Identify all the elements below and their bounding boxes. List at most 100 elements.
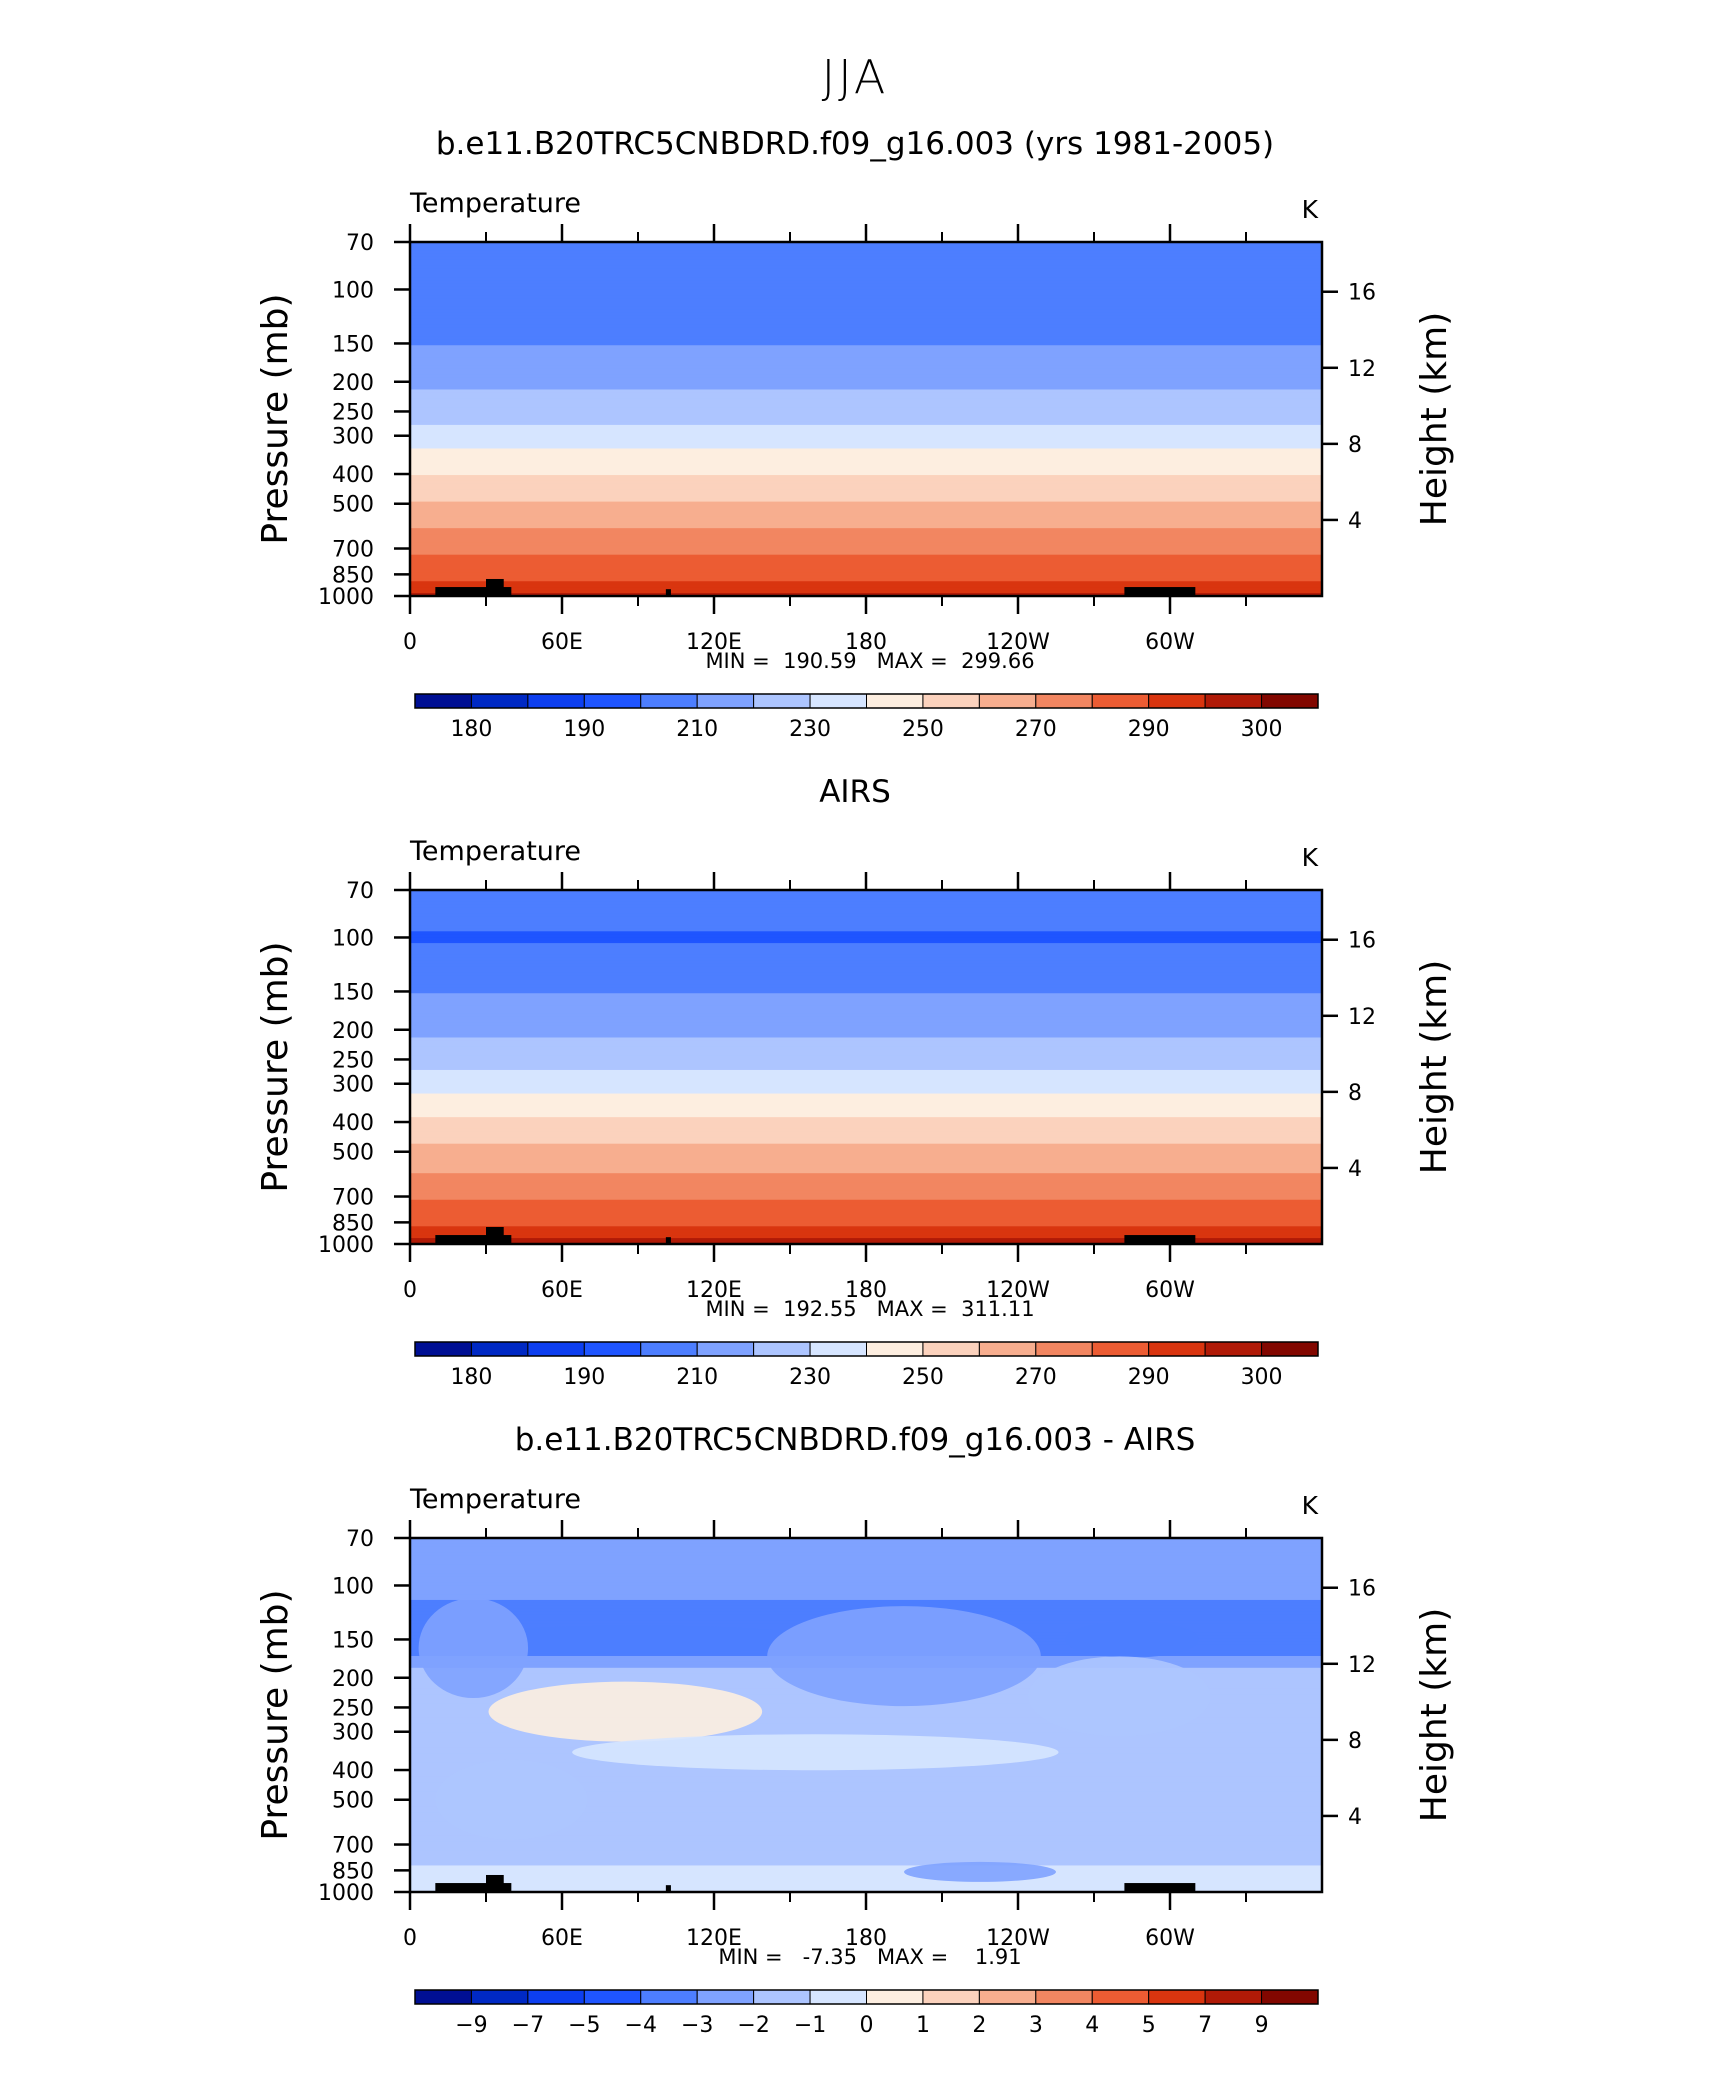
contour-band xyxy=(410,996,1322,1000)
y-tick-label: 700 xyxy=(332,538,374,563)
contour-band xyxy=(410,1055,1322,1059)
contour-band xyxy=(410,1025,1322,1030)
contour-band xyxy=(410,1791,1322,1796)
colorbar-swatch xyxy=(470,1989,529,2005)
contour-band xyxy=(410,439,1322,444)
contour-band xyxy=(410,1865,1322,1870)
contour-band xyxy=(410,324,1322,329)
contour-band xyxy=(410,1838,1322,1843)
colorbar-label: −1 xyxy=(794,2013,826,2038)
contour-band xyxy=(410,1785,1322,1790)
contour-band xyxy=(410,1161,1322,1166)
contour-band xyxy=(410,563,1322,568)
contour-band xyxy=(410,928,1322,933)
contour-band xyxy=(410,504,1322,509)
contour-band xyxy=(410,1862,1322,1867)
y-tick-label: 70 xyxy=(346,231,374,256)
variable-label: Temperature xyxy=(409,188,581,219)
contour-band xyxy=(410,1797,1322,1802)
colorbar-label: 230 xyxy=(789,717,831,742)
y-tick-label: 400 xyxy=(332,1759,374,1784)
contour-band xyxy=(410,445,1322,450)
contour-band xyxy=(410,1599,1322,1604)
topography-mask xyxy=(435,1235,512,1244)
contour-band xyxy=(410,427,1322,432)
contour-band xyxy=(410,1874,1322,1879)
contour-band xyxy=(410,1046,1322,1051)
contour-band xyxy=(410,1117,1322,1121)
colorbar-swatch xyxy=(1035,693,1093,709)
y-tick-label: 400 xyxy=(332,1111,374,1136)
colorbar-swatch xyxy=(696,693,755,709)
x-tick-label: 60W xyxy=(1145,1926,1195,1951)
contour-band xyxy=(410,312,1322,317)
contour-band xyxy=(410,1776,1322,1781)
contour-band xyxy=(410,1803,1322,1808)
contour-band xyxy=(410,1726,1322,1731)
y-tick-label: 250 xyxy=(332,400,374,425)
contour-band xyxy=(410,295,1322,299)
contour-band xyxy=(410,1774,1322,1778)
topography-mask xyxy=(486,1874,504,1892)
x-tick-label: 120W xyxy=(986,1278,1050,1303)
contour-band xyxy=(410,1871,1322,1876)
contour-band xyxy=(410,542,1322,547)
contour-band xyxy=(410,1179,1322,1183)
colorbar-label: 190 xyxy=(563,1365,605,1390)
contour-band xyxy=(410,1016,1322,1021)
contour-band xyxy=(410,554,1322,559)
contour-band xyxy=(410,407,1322,411)
contour-band xyxy=(410,907,1322,912)
colorbar-swatch xyxy=(583,1341,642,1357)
colorbar-swatch xyxy=(753,1341,811,1357)
contour-band xyxy=(410,1173,1322,1177)
contour-band xyxy=(410,1788,1322,1793)
y2-tick-label: 16 xyxy=(1348,929,1376,954)
y-tick-label: 1000 xyxy=(318,1233,374,1258)
contour-band xyxy=(410,1841,1322,1846)
contour-band xyxy=(410,548,1322,553)
contour-band xyxy=(410,1594,1322,1598)
colorbar-label: 290 xyxy=(1128,717,1170,742)
contour-band xyxy=(410,486,1322,491)
contour-band xyxy=(410,1809,1322,1814)
chart-panel-1: b.e11.B20TRC5CNBDRD.f09_g16.003 (yrs 198… xyxy=(255,126,1455,742)
contour-band xyxy=(410,522,1322,526)
y-tick-label: 100 xyxy=(332,278,374,303)
contour-band xyxy=(410,1715,1322,1719)
contour-band xyxy=(410,247,1322,252)
contour-band xyxy=(410,1570,1322,1575)
colorbar-swatch xyxy=(1091,1341,1150,1357)
colorbar-swatch xyxy=(1148,1989,1206,2005)
contour-band xyxy=(410,966,1322,971)
contour-band xyxy=(410,463,1322,467)
x-tick-label: 60W xyxy=(1145,1278,1195,1303)
colorbar-swatch xyxy=(866,1989,924,2005)
contour-band xyxy=(410,380,1322,385)
contour-band xyxy=(410,1859,1322,1864)
contour-band xyxy=(410,895,1322,900)
contour-band xyxy=(410,539,1322,544)
colorbar-label: 290 xyxy=(1128,1365,1170,1390)
contour-band xyxy=(410,1847,1322,1852)
contour-band xyxy=(410,1190,1322,1195)
contour-band xyxy=(410,416,1322,420)
colorbar-swatch xyxy=(583,693,642,709)
contour-band xyxy=(410,309,1322,314)
contour-band xyxy=(410,1226,1322,1231)
topography-mask xyxy=(486,578,504,596)
contour-band xyxy=(410,1597,1322,1601)
units-label: K xyxy=(1302,843,1319,872)
anomaly-region xyxy=(904,1861,1056,1882)
y2-tick-label: 4 xyxy=(1348,509,1362,534)
y-tick-label: 100 xyxy=(332,926,374,951)
contour-band xyxy=(410,951,1322,956)
y-tick-label: 200 xyxy=(332,1667,374,1692)
contour-band xyxy=(410,478,1322,482)
contour-band xyxy=(410,421,1322,426)
panel-title: AIRS xyxy=(819,774,891,810)
contour-band xyxy=(410,963,1322,968)
contour-band xyxy=(410,590,1322,594)
contour-band xyxy=(410,901,1322,906)
contour-band xyxy=(410,575,1322,580)
